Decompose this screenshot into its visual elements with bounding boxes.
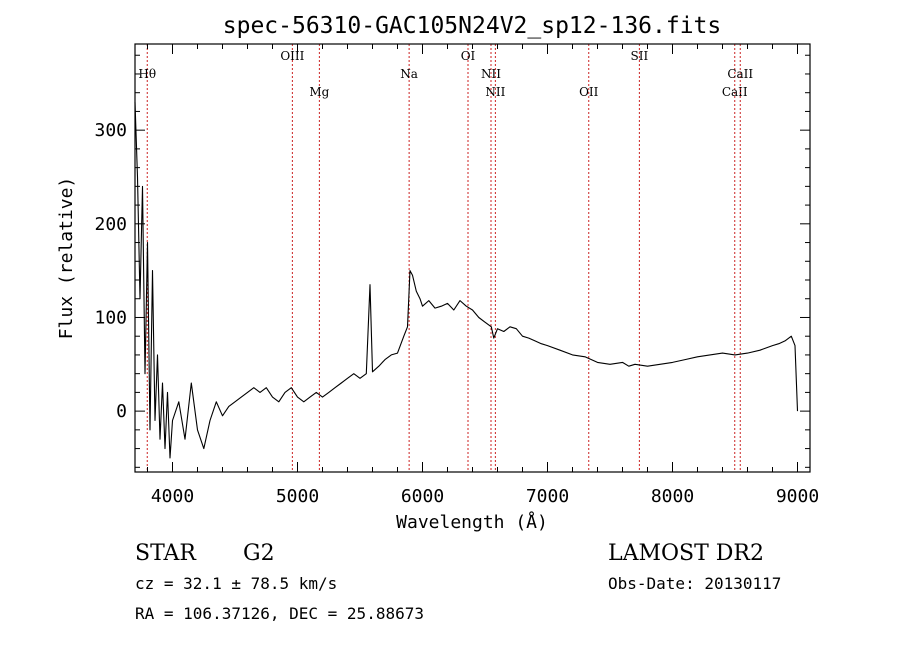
y-tick-label: 300 xyxy=(94,120,127,141)
plot-frame xyxy=(134,43,811,473)
spectral-line-label: Hθ xyxy=(138,67,156,81)
x-tick-label: 9000 xyxy=(776,486,819,507)
chart-title: spec-56310-GAC105N24V2_sp12-136.fits xyxy=(223,13,722,39)
spectral-line-label: CaII xyxy=(727,67,753,81)
object-subclass: G2 xyxy=(243,541,275,566)
spectral-line-markers: Hθ OIII Mg Na OI NII NII OII SII CaII CaII xyxy=(138,44,753,472)
spectral-line-label: SII xyxy=(631,49,649,63)
spectrum-line-group xyxy=(134,102,799,459)
x-tick-label: 6000 xyxy=(401,486,444,507)
spectral-line-label: CaII xyxy=(722,85,748,99)
spectral-line-label: OI xyxy=(461,49,476,63)
y-tick-label: 0 xyxy=(116,401,127,422)
x-tick-label: 4000 xyxy=(151,486,194,507)
spectral-line-label: Mg xyxy=(309,85,329,99)
x-tick-label: 5000 xyxy=(276,486,319,507)
survey-name: LAMOST DR2 xyxy=(608,541,764,566)
object-type: STAR xyxy=(135,541,197,566)
x-axis: 4000 5000 6000 7000 8000 9000 xyxy=(147,44,819,507)
y-axis: 0 100 200 300 xyxy=(94,54,810,468)
y-tick-label: 100 xyxy=(94,307,127,328)
spectral-line-label: Na xyxy=(400,67,418,81)
observation-date: Obs-Date: 20130117 xyxy=(608,574,781,593)
x-tick-label: 8000 xyxy=(651,486,694,507)
y-axis-label: Flux (relative) xyxy=(56,177,77,340)
y-tick-label: 200 xyxy=(94,214,127,235)
redshift-velocity: cz = 32.1 ± 78.5 km/s xyxy=(135,574,337,593)
spectral-line-label: OIII xyxy=(280,49,304,63)
spectral-line-label: OII xyxy=(579,85,599,99)
coordinates: RA = 106.37126, DEC = 25.88673 xyxy=(135,604,424,623)
spectral-line-label: NII xyxy=(485,85,505,99)
x-axis-label: Wavelength (Å) xyxy=(396,511,548,533)
spectral-line-label: NII xyxy=(481,67,501,81)
x-tick-label: 7000 xyxy=(526,486,569,507)
spectrum-line xyxy=(134,102,799,459)
